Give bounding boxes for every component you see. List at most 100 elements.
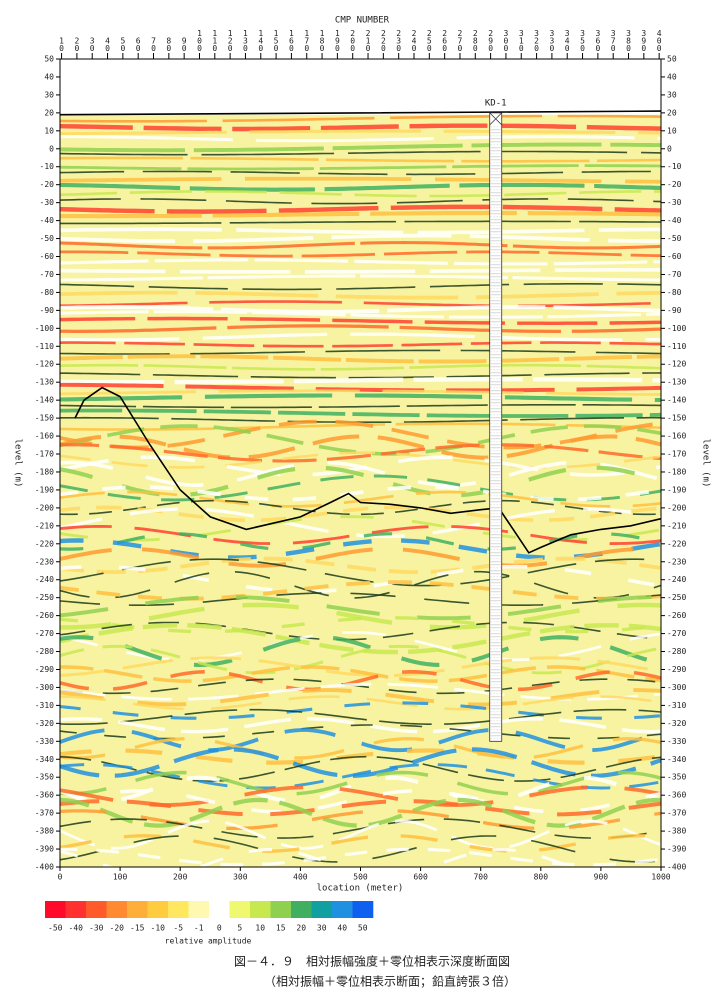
y-tick-label-right: -70 [667, 270, 682, 279]
y-tick-label-right: -60 [667, 252, 682, 261]
y-tick-label: -300 [35, 683, 54, 692]
x-tick-label: 400 [293, 873, 308, 882]
y-tick-label-right: -20 [667, 180, 682, 189]
y-tick-label: 50 [44, 55, 54, 64]
y-tick-label: -220 [35, 539, 54, 548]
reflector [60, 688, 661, 707]
y-tick-label: -10 [40, 162, 55, 171]
y-axis-label: level (m) [13, 439, 23, 488]
reflector [60, 670, 661, 692]
x-tick-label: 700 [473, 873, 488, 882]
y-tick-label: -160 [35, 432, 54, 441]
reflector [60, 621, 661, 641]
y-tick-label-right: -220 [667, 539, 686, 548]
y-tick-label-right: -90 [667, 306, 682, 315]
y-tick-label: -290 [35, 665, 54, 674]
colorbar-cell [106, 901, 128, 918]
reflector [60, 835, 661, 863]
y-tick-label: -200 [35, 503, 54, 512]
reflector [60, 258, 661, 266]
reflector [60, 377, 661, 385]
y-tick-label-right: -320 [667, 719, 686, 728]
reflector [60, 708, 661, 725]
colorbar-cell [127, 901, 148, 918]
y-tick-label: -80 [40, 288, 55, 297]
y-tick-label-right: -210 [667, 521, 686, 530]
y-tick-label: -140 [35, 396, 54, 405]
colorbar-tick-label: 20 [296, 924, 306, 933]
colorbar-cell [352, 901, 374, 918]
reflector [60, 332, 661, 342]
reflector [60, 170, 661, 176]
colorbar-cell [291, 901, 312, 918]
y-tick-label: -350 [35, 773, 54, 782]
y-tick-label-right: -300 [667, 683, 686, 692]
y-tick-label: -40 [40, 216, 55, 225]
x-tick-label: 200 [173, 873, 188, 882]
y-tick-label-right: -250 [667, 593, 686, 602]
colorbar-cell [250, 901, 271, 918]
reflector [60, 644, 661, 675]
colorbar-cell [188, 901, 210, 918]
reflector [60, 818, 661, 839]
reflector [60, 819, 661, 850]
reflector [60, 485, 661, 502]
y-axis-label-right: level (m) [701, 439, 711, 488]
reflector [60, 305, 661, 314]
x-tick-label: 0 [58, 873, 63, 882]
sky [60, 59, 661, 115]
y-tick-label-right: 20 [667, 108, 677, 117]
reflector [60, 204, 661, 214]
y-tick-label-right: -170 [667, 450, 686, 459]
reflector [60, 594, 661, 621]
y-tick-label-right: -290 [667, 665, 686, 674]
y-tick-label-right: -140 [667, 396, 686, 405]
reflector [60, 556, 661, 574]
colorbar-cell [65, 901, 87, 918]
reflector [60, 623, 661, 655]
y-tick-label: -50 [40, 234, 55, 243]
reflector [60, 316, 661, 326]
reflector [60, 233, 661, 244]
x-axis-label: location (meter) [317, 884, 404, 894]
y-tick-label-right: 10 [667, 126, 677, 135]
reflector [60, 227, 661, 235]
y-tick-label: -270 [35, 629, 54, 638]
y-tick-label: -90 [40, 306, 55, 315]
y-tick-label: 40 [44, 72, 54, 81]
reflector [60, 737, 661, 760]
reflector [60, 797, 661, 828]
y-tick-label-right: -10 [667, 162, 682, 171]
reflector [60, 592, 661, 606]
reflector [60, 443, 661, 463]
reflector [60, 770, 661, 796]
reflector [60, 164, 661, 171]
borehole-label: KD-1 [485, 98, 507, 108]
reflector [60, 393, 661, 403]
y-tick-label: -130 [35, 378, 54, 387]
reflector [60, 114, 661, 123]
y-tick-label-right: -310 [667, 701, 686, 710]
y-tick-label-right: -240 [667, 575, 686, 584]
reflector [60, 538, 661, 560]
reflector [60, 602, 661, 630]
y-tick-label-right: -380 [667, 827, 686, 836]
y-tick-label-right: -400 [667, 863, 686, 872]
reflector [60, 455, 661, 477]
y-tick-label-right: -190 [667, 485, 686, 494]
